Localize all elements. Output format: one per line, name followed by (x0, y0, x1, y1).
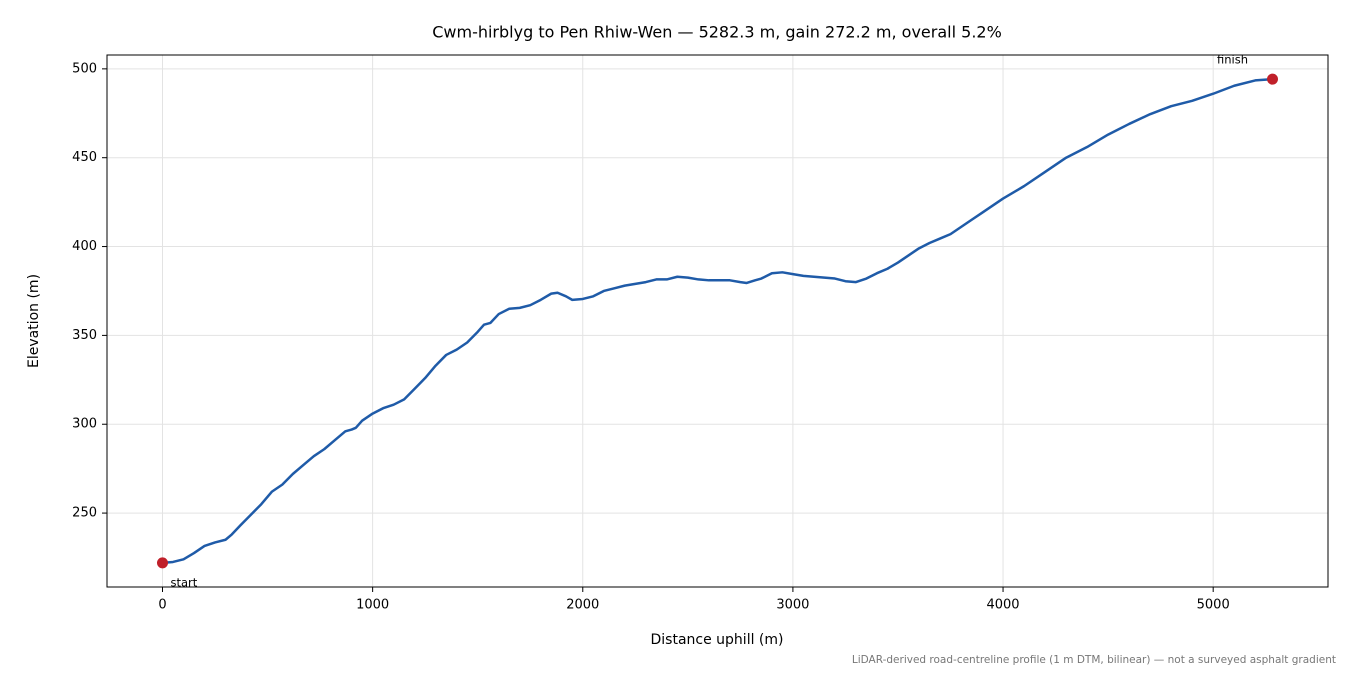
x-tick-label: 2000 (566, 598, 599, 613)
endpoint-marker (1267, 73, 1279, 85)
endpoint-label: start (170, 575, 197, 589)
elevation-line (162, 77, 1273, 565)
x-tick-label: 1000 (356, 598, 389, 613)
footnote: LiDAR-derived road-centreline profile (1… (852, 654, 1336, 666)
y-tick-label: 350 (72, 328, 97, 343)
x-tick-label: 0 (158, 598, 166, 613)
y-tick-label: 450 (72, 150, 97, 165)
y-tick-label: 500 (72, 61, 97, 76)
plot-frame (106, 54, 1329, 588)
chart-title: Cwm-hirblyg to Pen Rhiw-Wen — 5282.3 m, … (432, 23, 1002, 42)
x-axis-label: Distance uphill (m) (651, 632, 784, 648)
x-tick-label: 3000 (776, 598, 809, 613)
x-tick-label: 4000 (986, 598, 1019, 613)
x-tick-label: 5000 (1197, 598, 1230, 613)
y-axis-label: Elevation (m) (26, 274, 42, 368)
y-tick-label: 400 (72, 239, 97, 254)
y-tick-label: 250 (72, 506, 97, 521)
endpoint-marker (156, 557, 168, 569)
endpoint-label: finish (1217, 53, 1248, 67)
y-tick-label: 300 (72, 417, 97, 432)
